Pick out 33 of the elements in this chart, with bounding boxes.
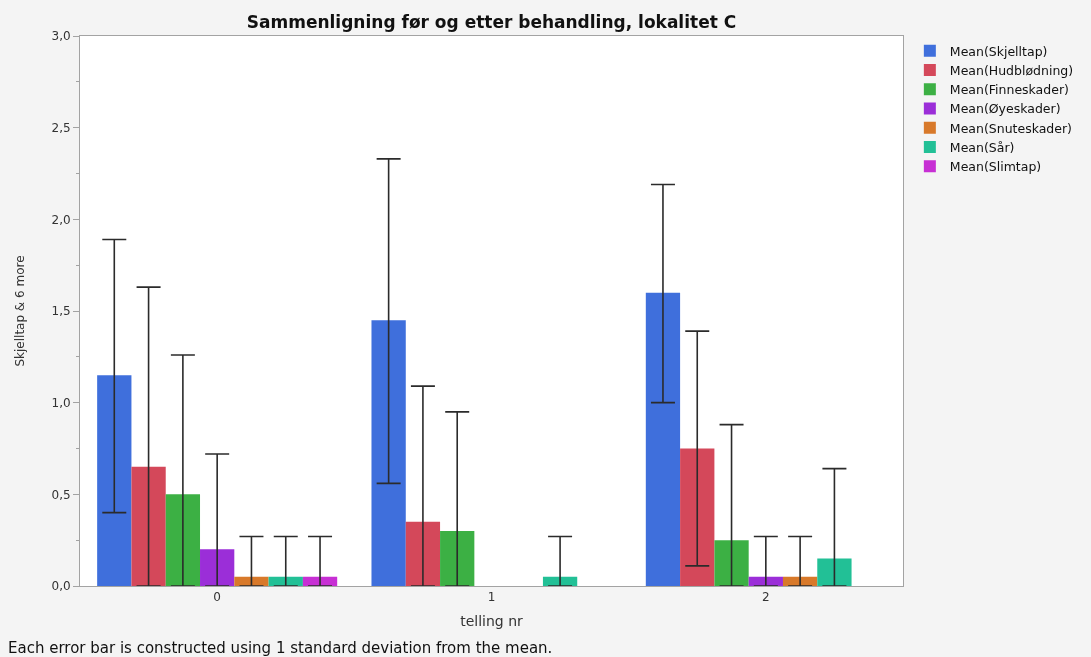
legend-label: Mean(Snuteskader) [949,120,1072,136]
bar [97,375,132,586]
y-tick-label: 0,0 [51,579,71,594]
legend-label: Mean(Slimtap) [949,159,1042,174]
legend-label: Mean(Finneskader) [949,82,1069,97]
y-tick-label: 2,0 [51,212,71,227]
bar [714,540,749,586]
y-axis-title: Skjelltap & 6 more [12,255,27,367]
chart-title: Sammenligning før og etter behandling, lokalitet C [246,11,737,32]
y-tick-label: 2,5 [51,120,71,135]
legend-label: Mean(Sår) [949,139,1015,155]
legend-label: Mean(Skjelltap) [949,43,1048,59]
bar [371,320,406,586]
bar [817,558,852,586]
x-tick-label: 2 [762,590,770,605]
y-tick-label: 1,5 [51,304,71,319]
bar [234,576,269,586]
bar [440,531,475,586]
bar [405,521,441,586]
bar [165,494,201,586]
y-tick-label: 1,0 [51,395,71,410]
x-tick-label: 0 [213,590,221,605]
x-tick-label: 1 [487,590,496,605]
y-tick-label: 3,0 [51,29,71,44]
x-axis-title: telling nr [460,612,524,629]
legend-label: Mean(Øyeskader) [949,101,1061,117]
y-tick-label: 0,5 [51,487,71,502]
bar [645,292,681,586]
legend-label: Mean(Hudblødning) [949,62,1074,78]
text: Each error bar is constructed using 1 standard deviation from the mean. [8,639,553,657]
bar [200,549,235,586]
bar [131,466,166,586]
bar [680,448,715,586]
